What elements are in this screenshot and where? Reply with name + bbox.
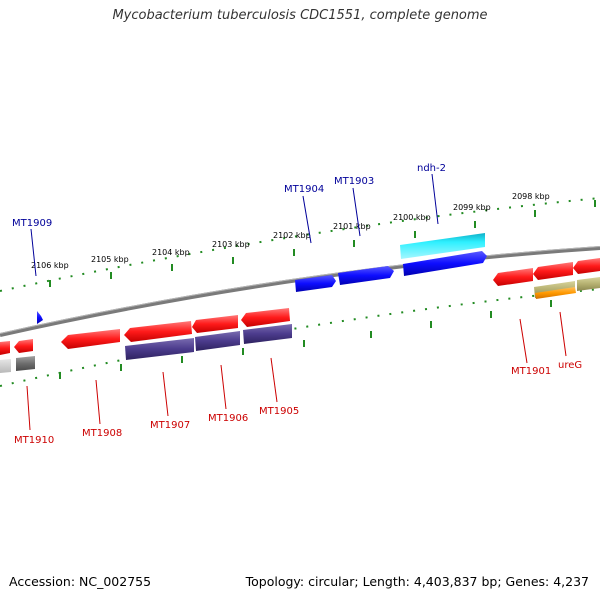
label-mt1904: MT1904 bbox=[284, 184, 324, 195]
gene-ndh-2[interactable] bbox=[400, 233, 485, 259]
scale-label-2106: 2106 kbp bbox=[31, 261, 69, 270]
label-mt1910: MT1910 bbox=[14, 435, 54, 446]
gene-purple-1[interactable] bbox=[125, 338, 194, 360]
scale-major-tick bbox=[414, 231, 416, 238]
gene-ureg[interactable] bbox=[535, 287, 576, 299]
inner-scale-ring bbox=[0, 288, 600, 387]
scale-label-2105: 2105 kbp bbox=[91, 255, 129, 264]
scale-label-2104: 2104 kbp bbox=[152, 248, 190, 257]
scale-major-tick bbox=[171, 264, 173, 271]
scale-major-tick bbox=[293, 249, 295, 256]
gene-mt1905[interactable] bbox=[241, 308, 290, 327]
gene-red-left-a[interactable] bbox=[0, 341, 10, 355]
gene-mt1907[interactable] bbox=[124, 321, 192, 342]
gene-mt1906[interactable] bbox=[192, 315, 238, 333]
label-ureg: ureG bbox=[558, 360, 582, 371]
label-mt1909: MT1909 bbox=[12, 218, 52, 229]
gene-lightgrey[interactable] bbox=[0, 359, 11, 373]
scale-major-tick bbox=[534, 210, 536, 217]
scale-label-2100: 2100 kbp bbox=[393, 213, 431, 222]
label-mt1908: MT1908 bbox=[82, 428, 122, 439]
gene-purple-3[interactable] bbox=[243, 324, 292, 344]
scale-label-2101: 2101 kbp bbox=[333, 222, 371, 231]
label-mt1903: MT1903 bbox=[334, 176, 374, 187]
scale-major-tick bbox=[110, 272, 112, 279]
gene-blue-lower[interactable] bbox=[403, 251, 487, 276]
accession-text: Accession: NC_002755 bbox=[9, 574, 152, 589]
gene-mt1901[interactable] bbox=[493, 268, 533, 286]
gene-red-right-3[interactable] bbox=[573, 258, 600, 274]
scale-major-tick bbox=[49, 280, 51, 287]
scale-label-2103: 2103 kbp bbox=[212, 240, 250, 249]
forward-features bbox=[37, 233, 487, 324]
gene-mt1904[interactable] bbox=[295, 275, 336, 292]
gene-red-right-2[interactable] bbox=[533, 262, 573, 280]
genome-backbone bbox=[0, 246, 600, 337]
label-mt1907: MT1907 bbox=[150, 420, 190, 431]
scale-major-tick bbox=[232, 257, 234, 264]
gene-mt1909[interactable] bbox=[37, 311, 43, 324]
gene-mt1910[interactable] bbox=[16, 356, 35, 371]
outer-scale-ring bbox=[0, 197, 600, 292]
scale-label-2099: 2099 kbp bbox=[453, 203, 491, 212]
reverse-features bbox=[0, 258, 600, 373]
map-title: Mycobacterium tuberculosis CDC1551, comp… bbox=[112, 8, 488, 23]
genome-summary-text: Topology: circular; Length: 4,403,837 bp… bbox=[245, 574, 589, 589]
scale-major-tick bbox=[474, 221, 476, 228]
gene-red-left-b[interactable] bbox=[14, 339, 33, 353]
scale-label-2098: 2098 kbp bbox=[512, 192, 550, 201]
gene-khaki-2[interactable] bbox=[577, 277, 600, 291]
label-mt1905: MT1905 bbox=[259, 406, 299, 417]
gene-mt1903[interactable] bbox=[338, 266, 394, 285]
scale-major-tick bbox=[594, 200, 596, 207]
label-ndh-2: ndh-2 bbox=[417, 163, 446, 174]
gene-purple-2[interactable] bbox=[195, 331, 240, 351]
label-mt1906: MT1906 bbox=[208, 413, 248, 424]
label-mt1901: MT1901 bbox=[511, 366, 551, 377]
scale-label-2102: 2102 kbp bbox=[273, 231, 311, 240]
gene-mt1908[interactable] bbox=[61, 329, 120, 349]
scale-major-tick bbox=[353, 240, 355, 247]
